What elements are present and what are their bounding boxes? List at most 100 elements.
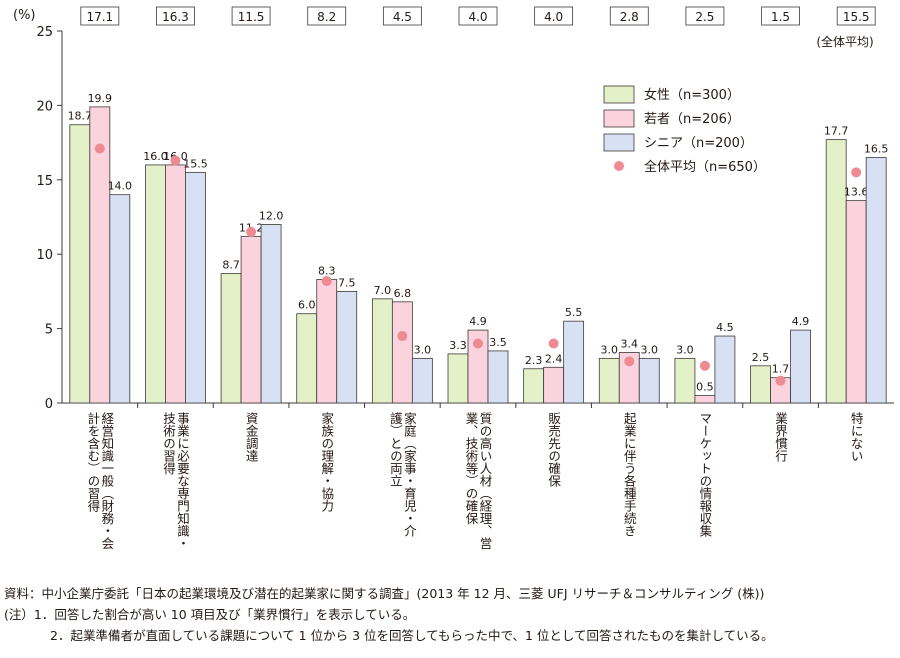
- average-box-value: 2.5: [695, 10, 714, 24]
- bar-label-senior: 4.5: [716, 321, 734, 334]
- bar-senior: [336, 290, 358, 404]
- bar-senior: [487, 350, 509, 404]
- average-dot: [246, 226, 257, 237]
- bar-label-youth: 19.9: [88, 92, 113, 105]
- bar-senior: [790, 329, 811, 404]
- category-label: 事業に必要な専門知識・: [175, 412, 190, 550]
- average-dot: [624, 356, 635, 367]
- y-tick-label: 5: [45, 323, 53, 338]
- average-box: [836, 6, 876, 26]
- bar-senior: [411, 357, 433, 404]
- average-dot: [397, 331, 408, 342]
- bar-label-senior: 12.0: [259, 209, 284, 222]
- legend-swatch-senior: [603, 133, 635, 152]
- category-label: 質の高い人材（経理、営: [478, 411, 493, 550]
- bar-senior: [185, 171, 206, 404]
- bar-label-youth: 13.6: [844, 186, 869, 199]
- bar-label-female: 2.3: [525, 354, 543, 367]
- bar-label-senior: 3.5: [489, 336, 507, 349]
- category-label: 家族の理解・協力: [319, 411, 334, 513]
- bar-label-senior: 5.5: [565, 306, 583, 319]
- average-box-value: 17.1: [86, 10, 113, 24]
- bar-youth: [165, 164, 186, 404]
- category-label: マーケットの情報収集: [697, 412, 712, 537]
- bar-label-youth: 8.3: [318, 264, 336, 277]
- legend-label-female: 女性（n=300）: [644, 87, 740, 103]
- bar-label-senior: 3.0: [414, 343, 432, 356]
- bar-female: [750, 365, 771, 404]
- category-label: 資金調達: [244, 412, 259, 462]
- note-2: 2．起業準備者が直面している課題について 1 位から 3 位を回答してもらった中…: [50, 628, 774, 643]
- legend-swatch-youth: [603, 109, 635, 128]
- legend-label-average: 全体平均（n=650）: [644, 159, 766, 175]
- bar-label-female: 2.5: [752, 351, 770, 364]
- category-label: 護）との両立: [388, 411, 403, 487]
- legend-label-senior: シニア（n=200）: [644, 136, 753, 151]
- category-label: 技術の習得: [161, 412, 176, 475]
- bar-label-youth: 6.8: [394, 287, 412, 300]
- bar-label-female: 17.7: [824, 125, 849, 138]
- average-box-value: 4.0: [468, 10, 487, 24]
- bar-female: [447, 353, 469, 404]
- average-box: [80, 6, 120, 26]
- category-label: 業界慣行: [773, 411, 788, 463]
- bar-female: [220, 273, 242, 404]
- average-dot: [170, 155, 181, 166]
- note-1: (注）1．回答した割合が高い 10 項目及び「業界慣行」を表示している。: [4, 607, 416, 622]
- bar-label-female: 16.0: [143, 150, 168, 163]
- bar-label-female: 3.0: [601, 343, 619, 356]
- average-box-value: 2.8: [620, 10, 639, 24]
- bar-senior: [714, 335, 736, 404]
- source-note: 資料：中小企業庁委託「日本の起業環境及び潜在的起業家に関する調査」(2013 年…: [4, 586, 765, 601]
- average-box-value: 4.0: [544, 10, 563, 24]
- category-label: 業、技術等）の確保: [464, 411, 479, 525]
- bar-female: [523, 368, 545, 404]
- y-tick-label: 20: [36, 99, 53, 114]
- y-tick-label: 25: [36, 25, 53, 40]
- bar-label-youth: 0.5: [696, 381, 714, 394]
- average-box: [534, 6, 574, 26]
- average-box: [685, 6, 725, 26]
- category-label: 特にない: [849, 411, 864, 462]
- bar-female: [674, 357, 696, 404]
- bar-youth: [543, 366, 565, 404]
- bar-label-female: 8.7: [222, 259, 240, 272]
- average-box-value: 8.2: [317, 10, 336, 24]
- category-label: 販売先の確保: [546, 412, 561, 487]
- bar-label-female: 3.3: [449, 339, 467, 352]
- category-label: 計を含む）の習得: [85, 411, 100, 512]
- bar-youth: [694, 395, 716, 404]
- legend-label-youth: 若者（n=206）: [644, 111, 740, 127]
- bar-label-senior: 14.0: [108, 180, 133, 193]
- bar-label-senior: 4.9: [792, 315, 810, 328]
- average-box-value: 15.5: [843, 10, 870, 24]
- average-box: [231, 6, 271, 26]
- average-box-value: 1.5: [771, 10, 790, 24]
- average-box: [156, 6, 195, 26]
- bar-senior: [865, 157, 887, 404]
- unit-label: (%): [13, 8, 36, 23]
- average-box: [609, 6, 649, 26]
- bar-youth: [845, 200, 867, 404]
- legend-swatch-female: [603, 85, 635, 104]
- bar-label-female: 3.0: [676, 343, 694, 356]
- bar-female: [371, 298, 393, 404]
- bar-female: [69, 124, 91, 404]
- bar-senior: [563, 320, 585, 404]
- bar-label-youth: 3.4: [621, 337, 639, 350]
- bar-label-youth: 4.9: [469, 315, 487, 328]
- average-dot: [473, 338, 483, 349]
- y-tick-label: 0: [45, 397, 53, 412]
- bar-senior: [109, 194, 131, 404]
- average-dot: [699, 360, 710, 371]
- bar-youth: [240, 235, 262, 404]
- category-label: 家庭（家事・育児・介: [402, 411, 417, 537]
- bar-youth: [316, 279, 338, 404]
- average-dot: [775, 375, 786, 386]
- y-tick-label: 10: [36, 248, 53, 263]
- bar-senior: [260, 224, 282, 404]
- average-dot: [548, 338, 559, 349]
- average-box-value: 11.5: [238, 10, 265, 24]
- bar-label-senior: 16.5: [864, 142, 889, 155]
- notes: 資料：中小企業庁委託「日本の起業環境及び潜在的起業家に関する調査」(2013 年…: [4, 583, 896, 646]
